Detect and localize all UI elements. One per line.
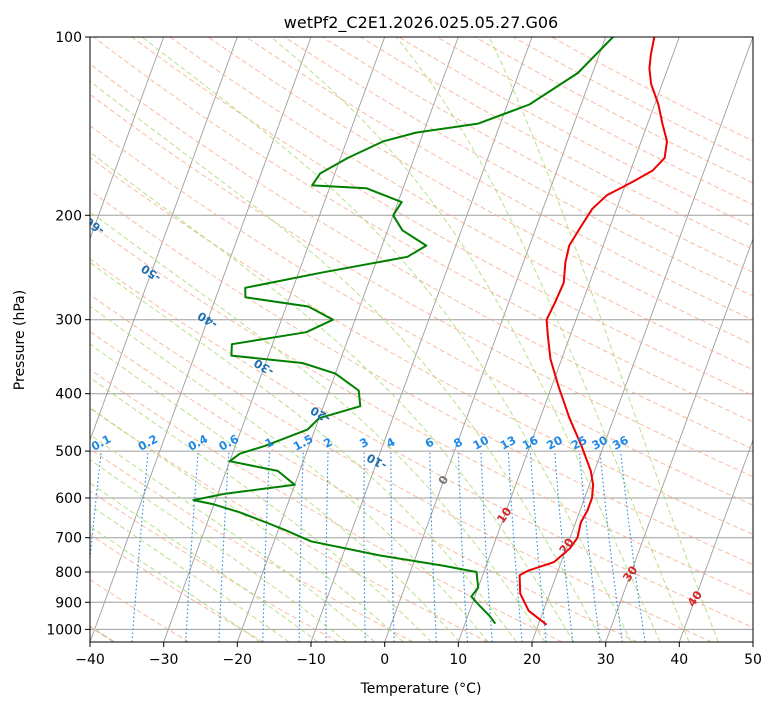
y-tick-label: 200 bbox=[55, 208, 82, 224]
dry-adiabat-line bbox=[90, 533, 264, 642]
mixing-ratio-label: 20 bbox=[544, 433, 565, 453]
x-tick-label: 40 bbox=[670, 652, 688, 668]
y-tick-label: 500 bbox=[55, 444, 82, 460]
mixing-ratio-label: 30 bbox=[589, 433, 610, 453]
moist-adiabat-line bbox=[90, 525, 261, 642]
mixing-ratio-line bbox=[599, 451, 623, 642]
isotherm-line bbox=[236, 37, 459, 642]
y-tick-label: 900 bbox=[55, 595, 82, 611]
dry-adiabat-line bbox=[90, 63, 753, 450]
moist-adiabat-line bbox=[90, 305, 489, 642]
plot-frame bbox=[89, 36, 754, 643]
dry-adiabat-line bbox=[90, 294, 712, 642]
mixing-ratio-label: 25 bbox=[569, 433, 590, 453]
y-tick-label: 300 bbox=[55, 313, 82, 329]
x-tick-label: 20 bbox=[523, 652, 541, 668]
moist-adiabat-line bbox=[141, 37, 632, 642]
moist-adiabat-line bbox=[270, 37, 661, 642]
sounding-profiles bbox=[192, 37, 668, 626]
moist-adiabat-line bbox=[90, 211, 546, 642]
x-tick-label: −40 bbox=[75, 652, 105, 668]
moist-adiabat-line bbox=[90, 343, 461, 642]
x-axis-title: Temperature (°C) bbox=[360, 681, 482, 697]
isotherm-line bbox=[90, 37, 238, 442]
moist-adiabats bbox=[90, 37, 719, 642]
dry-adiabat-line bbox=[90, 189, 753, 566]
dry-adiabat-line bbox=[169, 37, 753, 371]
dry-adiabat-line bbox=[513, 37, 753, 163]
moist-adiabat-line bbox=[90, 406, 404, 642]
mixing-ratio-lines bbox=[90, 451, 646, 642]
x-tick-label: 0 bbox=[380, 652, 389, 668]
isotherm-line bbox=[678, 438, 753, 642]
mixing-ratio-label: 36 bbox=[610, 433, 631, 453]
y-axis-ticks: 100 200 300 400 500 600 700 800 900 1000 bbox=[46, 30, 90, 638]
dry-adiabat-line bbox=[90, 330, 638, 642]
mixing-ratio-label: 13 bbox=[498, 433, 519, 453]
dry-adiabat-line bbox=[131, 37, 753, 397]
mixing-ratio-label: 10 bbox=[470, 433, 491, 453]
x-tick-label: 30 bbox=[597, 652, 615, 668]
y-tick-label: 100 bbox=[55, 30, 82, 46]
y-tick-label: 400 bbox=[55, 387, 82, 403]
isotherm-line bbox=[90, 37, 312, 642]
dry-adiabat-line bbox=[90, 368, 563, 642]
dry-adiabat-line bbox=[245, 37, 753, 321]
moist-adiabat-line bbox=[90, 504, 290, 642]
temperature-profile-line bbox=[518, 37, 668, 626]
mixing-ratio-line bbox=[620, 451, 646, 642]
isotherm-line bbox=[531, 37, 753, 642]
moist-adiabat-line bbox=[90, 376, 432, 642]
dry-adiabat-line bbox=[551, 37, 753, 142]
isotherm-line bbox=[90, 37, 165, 241]
y-axis-title: Pressure (hPa) bbox=[12, 290, 28, 390]
dry-adiabat-line bbox=[284, 37, 753, 297]
dry-adiabat-line bbox=[90, 124, 753, 506]
x-tick-label: 50 bbox=[744, 652, 762, 668]
dewpoint-profile-line bbox=[192, 37, 614, 624]
mixing-ratio-label: 16 bbox=[520, 433, 541, 453]
isotherm-line bbox=[163, 37, 386, 642]
dry-adiabat-line bbox=[90, 93, 753, 478]
x-tick-label: 10 bbox=[449, 652, 467, 668]
moist-adiabat-line bbox=[90, 261, 517, 642]
isotherm-line bbox=[457, 37, 680, 642]
chart-title: wetPf2_C2E1.2026.025.05.27.G06 bbox=[284, 13, 558, 33]
y-tick-label: 700 bbox=[55, 531, 82, 547]
moist-adiabat-line bbox=[90, 434, 376, 642]
moist-adiabat-line bbox=[90, 80, 603, 642]
isotherm-line bbox=[605, 237, 753, 642]
y-tick-label: 600 bbox=[55, 491, 82, 507]
mixing-ratio-line bbox=[578, 451, 601, 642]
dry-adiabat-line bbox=[93, 37, 753, 423]
isobar-gridlines bbox=[90, 37, 753, 630]
x-tick-label: −10 bbox=[296, 652, 326, 668]
dry-adiabat-line bbox=[90, 258, 753, 629]
plot-area bbox=[90, 37, 753, 642]
moist-adiabat-line bbox=[90, 151, 575, 642]
moist-adiabat-line bbox=[90, 459, 347, 642]
mixing-ratio-line bbox=[554, 451, 574, 642]
x-axis-ticks: −40 −30 −20 −10 0 10 20 30 40 50 bbox=[75, 642, 762, 668]
y-tick-label: 1000 bbox=[46, 622, 82, 638]
dry-adiabat-line bbox=[398, 37, 753, 228]
x-tick-label: −30 bbox=[149, 652, 179, 668]
isotherm-line bbox=[384, 37, 607, 642]
x-tick-label: −20 bbox=[223, 652, 253, 668]
y-tick-label: 800 bbox=[55, 565, 82, 581]
